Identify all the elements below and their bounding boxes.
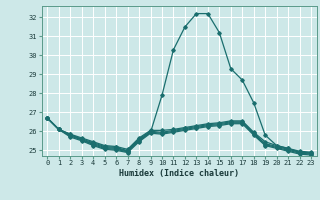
X-axis label: Humidex (Indice chaleur): Humidex (Indice chaleur) [119, 169, 239, 178]
